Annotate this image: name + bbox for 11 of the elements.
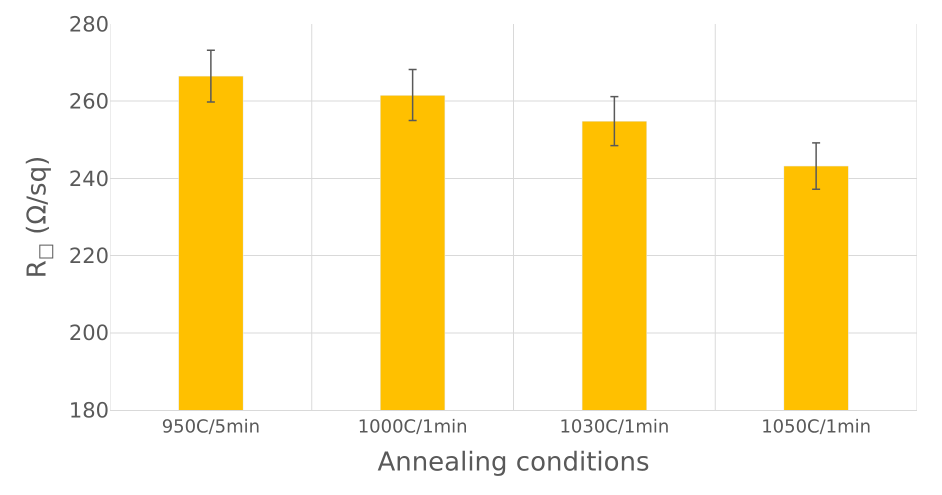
y-tick-label: 200 (68, 321, 109, 346)
y-tick-label: 180 (68, 398, 109, 422)
y-tick-label: 240 (68, 166, 109, 191)
x-axis-title: Annealing conditions (377, 447, 650, 478)
x-tick-label: 1050C/1min (761, 416, 872, 438)
x-tick-label: 950C/5min (162, 416, 260, 438)
x-tick-label: 1030C/1min (559, 416, 670, 438)
y-tick-label: 220 (68, 244, 109, 268)
y-tick-label: 280 (68, 12, 109, 36)
x-tick-label: 1000C/1min (358, 416, 468, 438)
y-tick-label: 260 (68, 90, 109, 114)
